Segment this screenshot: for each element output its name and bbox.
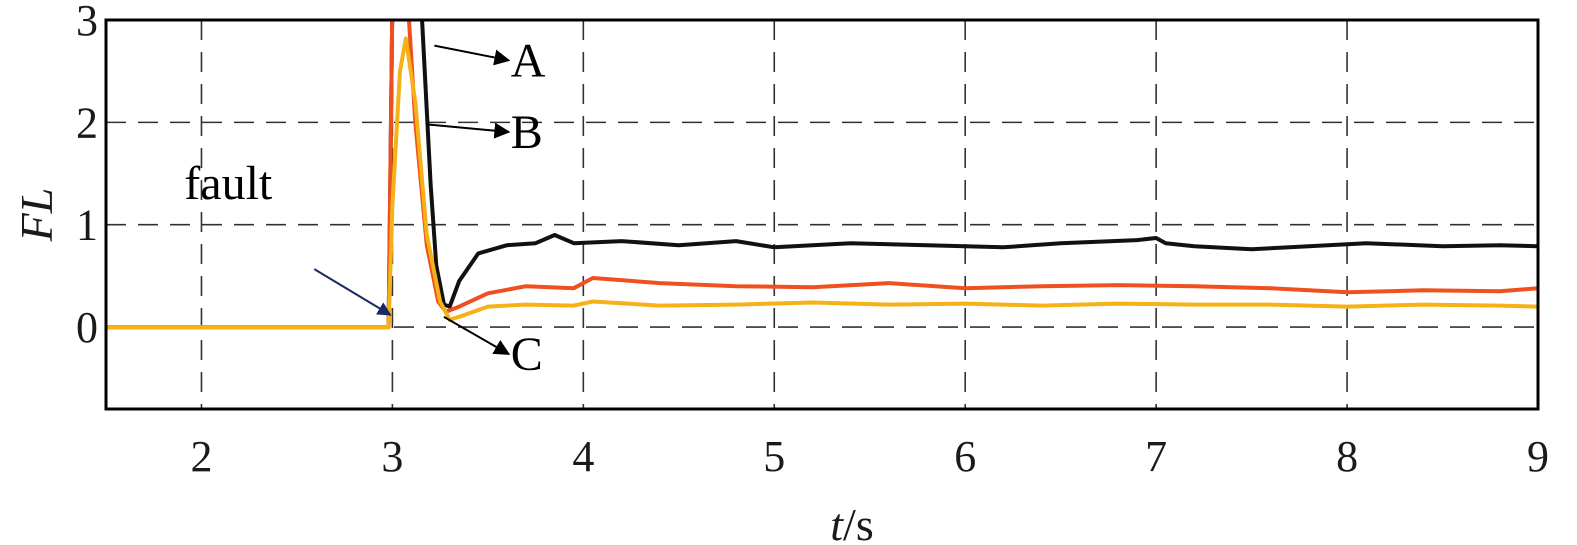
x-axis-label-unit: /s [843,499,874,545]
y-axis-label: FL [11,188,62,243]
annotation-label-a: A [511,34,546,87]
x-axis-label: t/s [830,499,873,545]
series-line-a [106,20,1538,330]
annotation-arrow-a [434,44,511,66]
y-tick-label: 1 [76,201,98,250]
x-tick-label: 8 [1336,432,1358,481]
x-tick-label: 4 [572,432,594,481]
x-axis-label-variable: t [830,499,844,545]
plot-frame [104,18,1540,411]
series-line-b [106,20,1538,330]
x-tick-label: 3 [381,432,403,481]
x-tick-label: 5 [763,432,785,481]
y-tick-label: 0 [76,303,98,352]
x-tick-label: 6 [954,432,976,481]
series-line-c [106,36,1538,330]
fault-arrow [313,268,392,316]
grid-lines [106,20,1538,409]
tick-labels: 2 3 4 5 6 7 8 9 0 1 2 3 [76,0,1549,481]
annotation-arrow-b [426,122,511,139]
annotation-label-b: B [511,106,543,159]
annotations: fault AB C [184,34,545,381]
y-tick-label: 2 [76,98,98,147]
x-tick-label: 2 [190,432,212,481]
annotation-arrow-c [443,316,511,355]
x-tick-label: 9 [1527,432,1549,481]
series-lines [106,20,1538,330]
y-tick-label: 3 [76,0,98,45]
annotation-label-c: C [511,328,543,381]
x-tick-label: 7 [1145,432,1167,481]
annotation-label-fault: fault [184,157,273,210]
